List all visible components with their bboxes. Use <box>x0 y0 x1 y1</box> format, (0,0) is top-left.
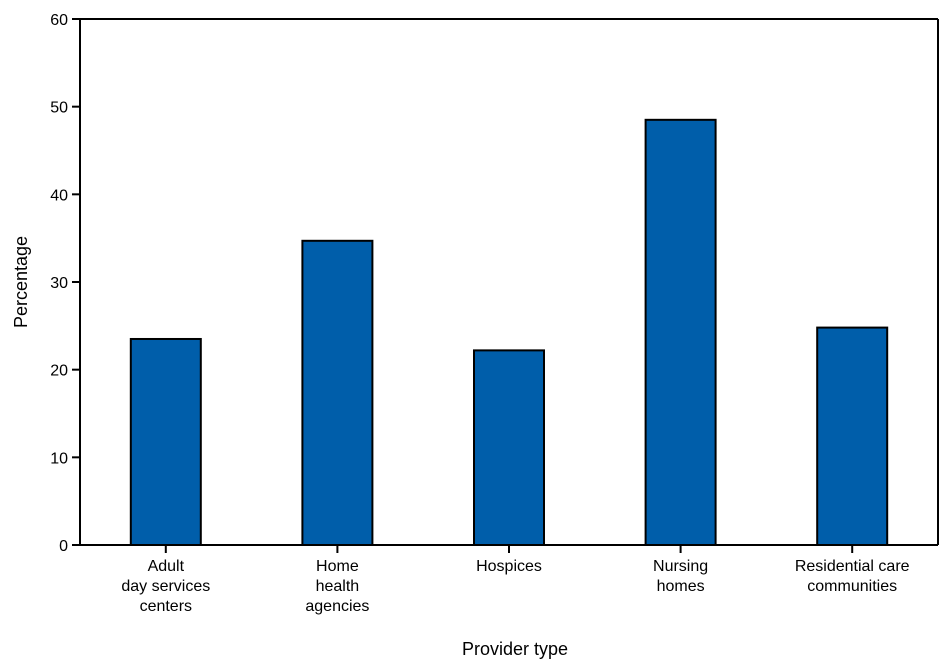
y-tick-label: 0 <box>59 538 68 555</box>
x-tick-label: Residential care communities <box>795 558 910 595</box>
y-tick-label: 40 <box>50 187 68 204</box>
bar <box>644 118 717 546</box>
y-tick-label: 20 <box>50 363 68 380</box>
bar <box>301 239 374 546</box>
x-axis-title: Provider type <box>462 639 568 659</box>
x-axis-category-labels: Adult day services centers Home health agenci… <box>121 545 910 615</box>
bar <box>129 337 202 546</box>
x-tick-label: Adult day services centers <box>121 558 210 615</box>
x-tick-label: Home health agencies <box>305 558 369 615</box>
x-tick-label: Hospices <box>476 558 542 575</box>
y-axis-title: Percentage <box>11 236 31 328</box>
bar <box>473 349 545 546</box>
y-tick-label: 10 <box>50 450 68 467</box>
y-tick-label: 50 <box>50 100 68 117</box>
y-tick-label: 60 <box>50 12 68 29</box>
bar <box>816 326 889 546</box>
y-tick-label: 30 <box>50 275 68 292</box>
bars <box>129 118 889 546</box>
x-tick-label: Nursing homes <box>653 558 708 595</box>
y-axis-ticks: 0 10 20 30 40 50 60 <box>50 12 80 555</box>
